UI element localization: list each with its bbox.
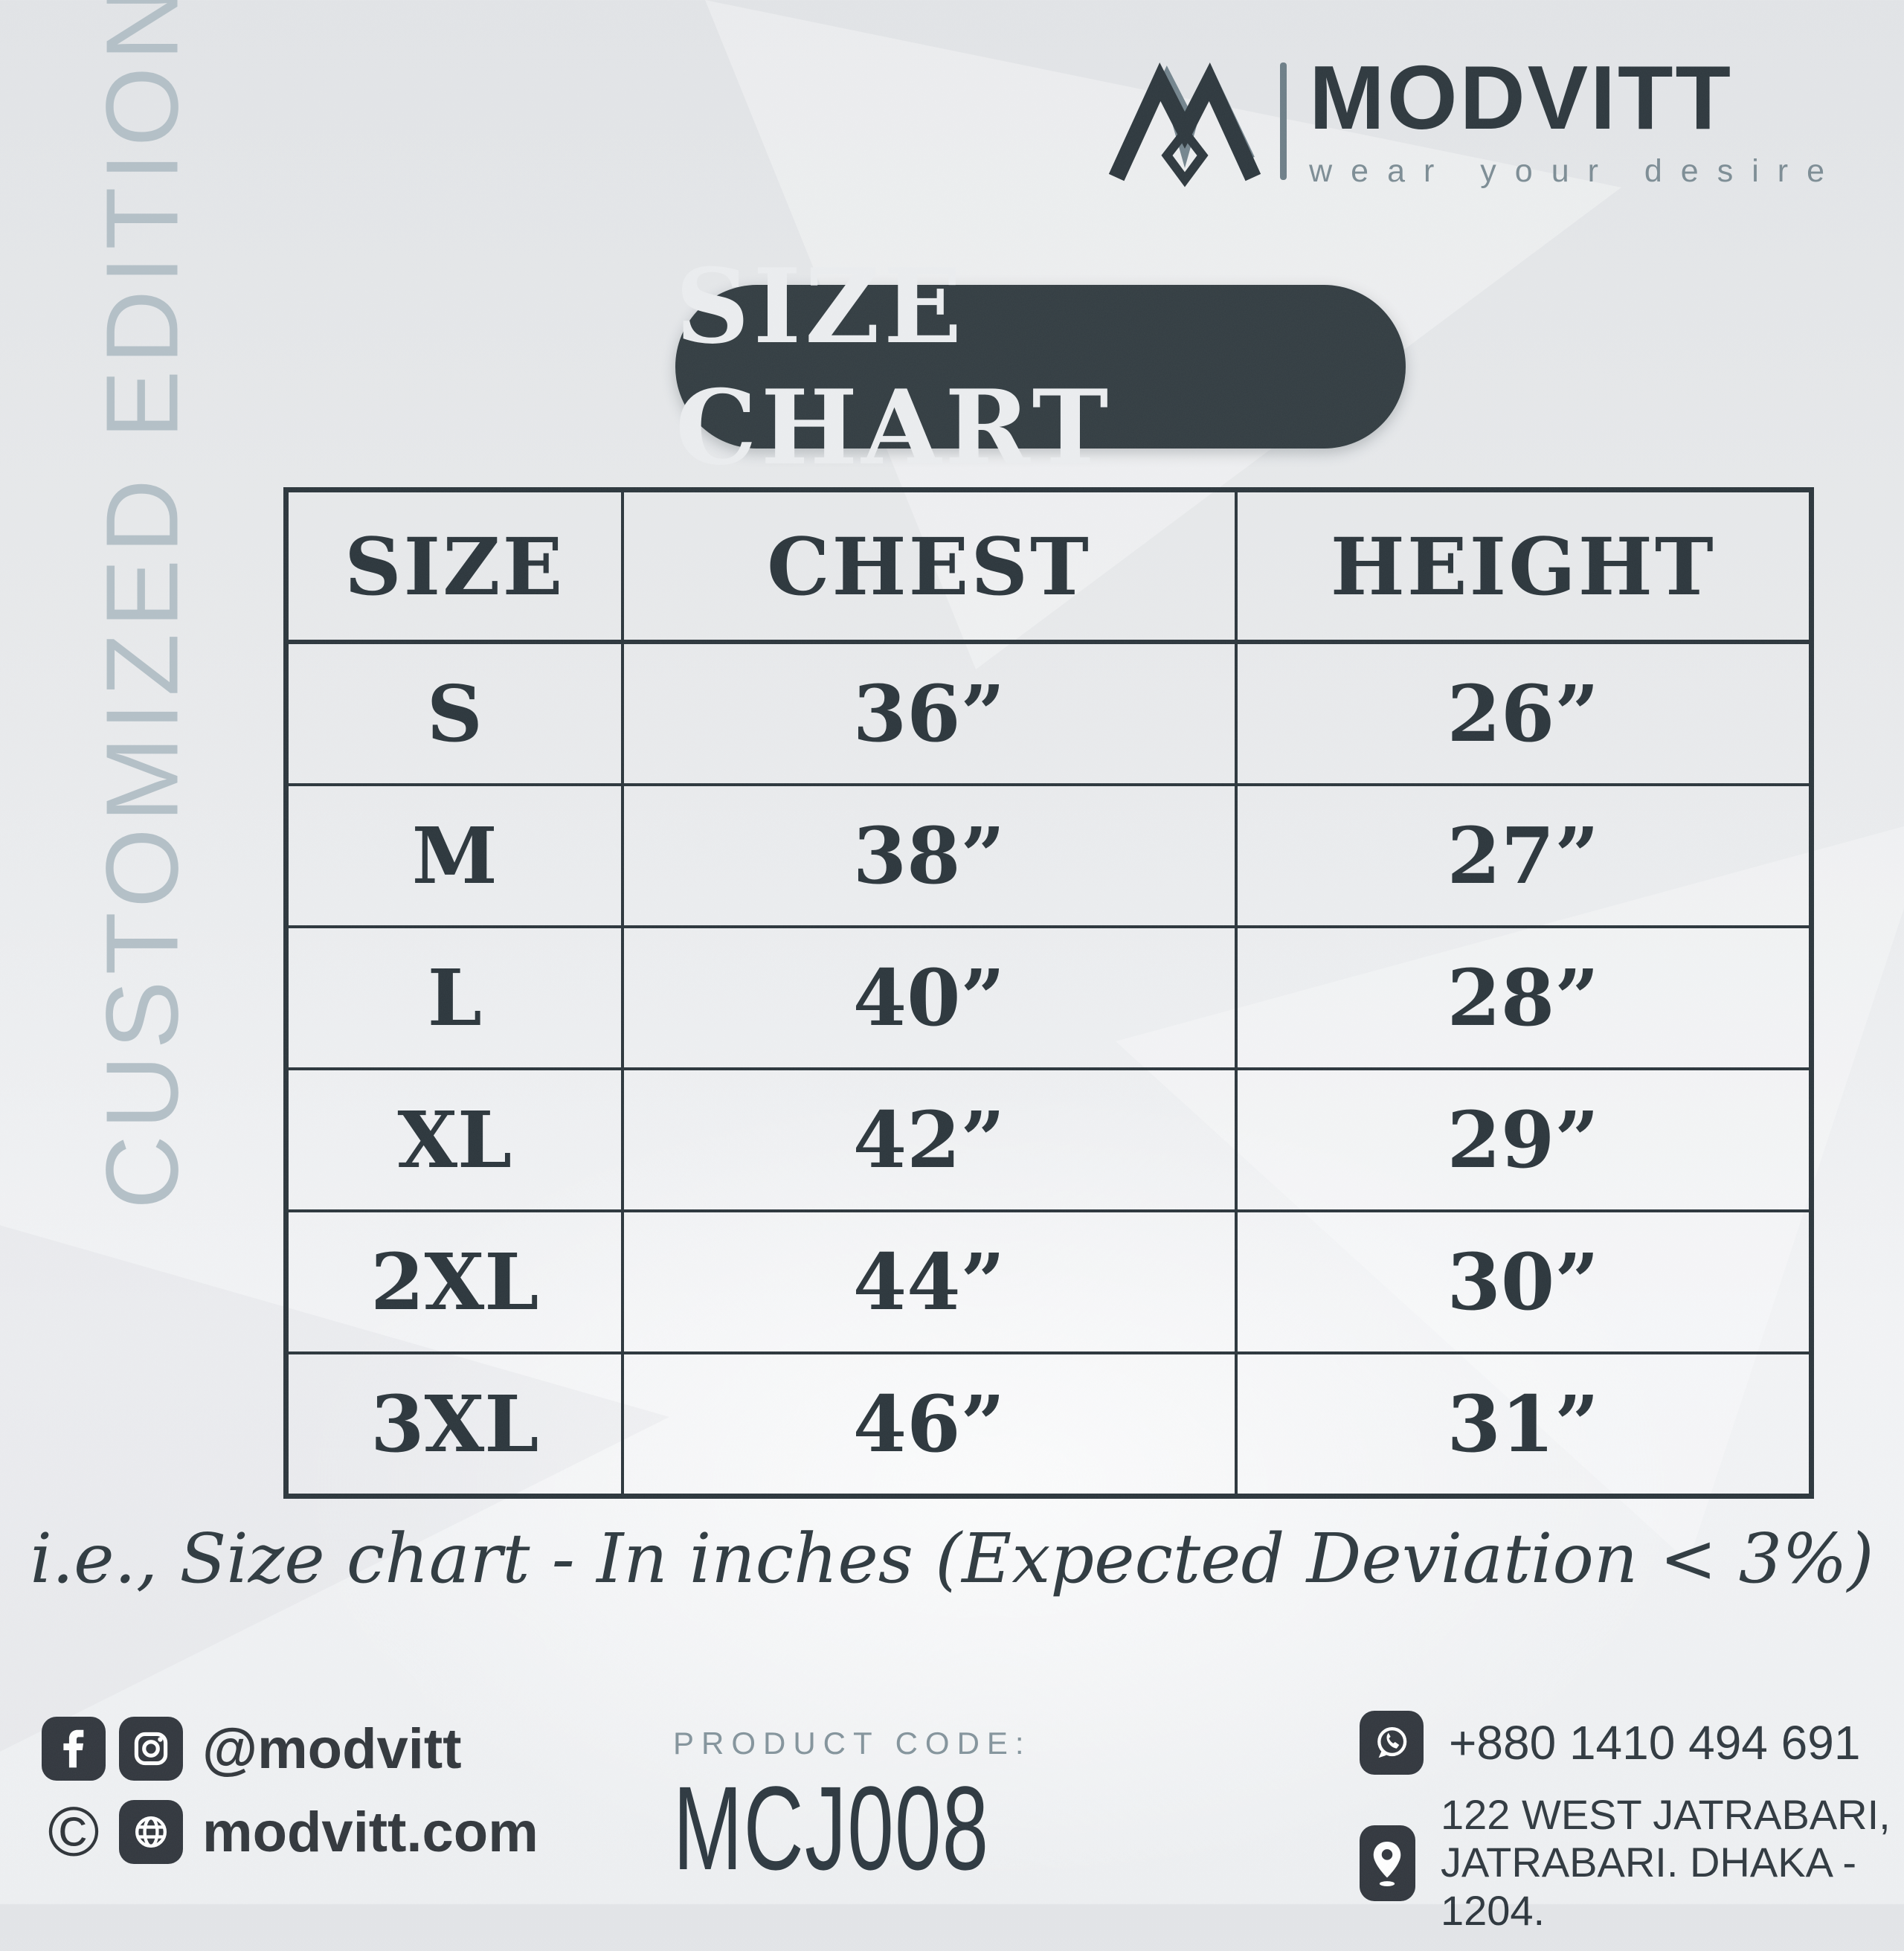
table-row: S 36” 26” (284, 640, 1813, 786)
header-height: HEIGHT (1234, 488, 1813, 644)
cell-size: L (284, 925, 624, 1070)
website-url: modvitt.com (202, 1800, 538, 1864)
header-size: SIZE (284, 488, 624, 644)
product-code-label: PRODUCT CODE: (673, 1726, 1032, 1761)
brand-tagline: wear your desire (1309, 153, 1843, 189)
cell-chest: 42” (620, 1067, 1238, 1212)
address-line-2: JATRABARI. DHAKA - 1204. (1440, 1839, 1857, 1934)
facebook-icon (42, 1717, 106, 1781)
address-line-1: 122 WEST JATRABARI, (1440, 1791, 1891, 1838)
cell-height: 30” (1234, 1209, 1813, 1354)
cell-height: 31” (1234, 1351, 1813, 1498)
size-table: SIZE CHEST HEIGHT S 36” 26” M 38” 27” L … (283, 487, 1814, 1499)
phone-number: +880 1410 494 691 (1449, 1716, 1861, 1770)
deviation-note: i.e., Size chart - In inches (Expected D… (30, 1519, 1874, 1598)
table-row: L 40” 28” (284, 925, 1813, 1070)
cell-size: M (284, 783, 624, 928)
size-chart-title-pill: SIZE CHART (675, 245, 1406, 488)
contact-block: +880 1410 494 691 122 WEST JATRABARI, JA… (1360, 1711, 1904, 1951)
product-code-value: MCJ008 (673, 1761, 990, 1894)
cell-chest: 44” (620, 1209, 1238, 1354)
brand-name: MODVITT (1309, 47, 1734, 148)
cell-size: XL (284, 1067, 624, 1212)
cell-height: 28” (1234, 925, 1813, 1070)
cell-chest: 40” (620, 925, 1238, 1070)
table-row: M 38” 27” (284, 783, 1813, 928)
location-pin-icon (1360, 1825, 1415, 1901)
customized-edition-watermark: CUSTOMIZED EDITION (85, 0, 200, 1209)
cell-size: 2XL (284, 1209, 624, 1354)
modvitt-m-monogram-icon (1108, 62, 1261, 187)
cell-chest: 46” (620, 1351, 1238, 1498)
globe-icon (119, 1800, 183, 1864)
table-header-row: SIZE CHEST HEIGHT (284, 488, 1813, 644)
header-chest: CHEST (620, 488, 1238, 644)
brand-logo: MODVITT wear your desire (1106, 52, 1843, 190)
page-title: SIZE CHART (675, 245, 1113, 488)
table-row: 2XL 44” 30” (284, 1209, 1813, 1354)
cell-height: 27” (1234, 783, 1813, 928)
social-links: @modvitt © modvitt.com (42, 1717, 538, 1871)
product-code-block: PRODUCT CODE: MCJ008 (673, 1726, 1125, 1888)
cell-size: 3XL (284, 1351, 624, 1498)
cell-chest: 36” (620, 640, 1238, 786)
copyright-icon: © (48, 1793, 100, 1871)
whatsapp-icon (1360, 1711, 1424, 1775)
cell-size: S (284, 640, 624, 786)
cell-chest: 38” (620, 783, 1238, 928)
table-row: XL 42” 29” (284, 1067, 1813, 1212)
cell-height: 26” (1234, 640, 1813, 786)
table-row: 3XL 46” 31” (284, 1351, 1813, 1498)
logo-divider (1280, 62, 1287, 180)
instagram-icon (119, 1717, 183, 1781)
social-handle: @modvitt (202, 1717, 462, 1781)
cell-height: 29” (1234, 1067, 1813, 1212)
